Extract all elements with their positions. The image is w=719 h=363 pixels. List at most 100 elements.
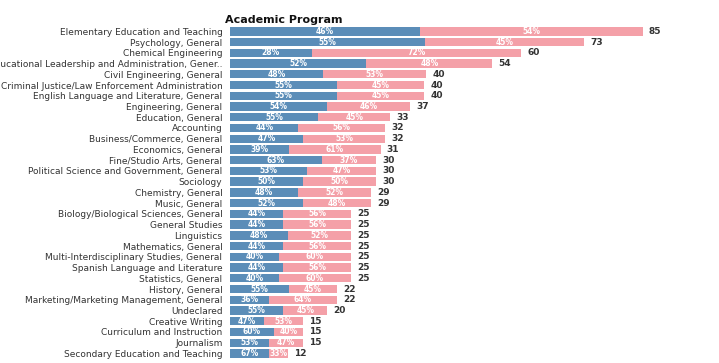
Text: 28%: 28% <box>262 48 280 57</box>
Text: 15: 15 <box>309 317 321 326</box>
Bar <box>324 70 426 78</box>
Bar <box>289 285 337 293</box>
Bar <box>230 81 337 89</box>
Text: 73: 73 <box>590 37 603 46</box>
Bar <box>420 27 643 36</box>
Text: 45%: 45% <box>345 113 363 122</box>
Text: 85: 85 <box>649 27 661 36</box>
Text: 60%: 60% <box>306 252 324 261</box>
Bar <box>283 306 327 315</box>
Text: 29: 29 <box>377 199 390 208</box>
Text: 60: 60 <box>528 48 540 57</box>
Bar <box>230 328 274 336</box>
Bar <box>337 91 424 100</box>
Bar <box>268 295 337 304</box>
Bar <box>230 38 425 46</box>
Bar <box>230 285 289 293</box>
Bar <box>288 231 352 240</box>
Text: 46%: 46% <box>360 102 377 111</box>
Bar <box>230 91 337 100</box>
Text: 12: 12 <box>295 349 307 358</box>
Bar <box>230 220 283 229</box>
Bar <box>230 210 283 218</box>
Text: 36%: 36% <box>240 295 258 304</box>
Bar <box>319 113 390 121</box>
Bar <box>269 339 303 347</box>
Text: 63%: 63% <box>267 156 285 165</box>
Bar <box>367 59 493 68</box>
Bar <box>230 124 298 132</box>
Bar <box>230 113 319 121</box>
Text: 53%: 53% <box>260 166 278 175</box>
Text: 31: 31 <box>387 145 399 154</box>
Text: 56%: 56% <box>333 123 351 132</box>
Text: 47%: 47% <box>332 166 351 175</box>
Text: 44%: 44% <box>248 209 266 219</box>
Text: 25: 25 <box>357 231 370 240</box>
Text: 39%: 39% <box>250 145 268 154</box>
Text: 61%: 61% <box>326 145 344 154</box>
Text: 55%: 55% <box>250 285 268 294</box>
Bar <box>230 306 283 315</box>
Text: 53%: 53% <box>335 134 353 143</box>
Text: 67%: 67% <box>240 349 259 358</box>
Bar <box>230 274 279 282</box>
Text: 55%: 55% <box>319 37 336 46</box>
Bar <box>283 210 352 218</box>
Text: 40%: 40% <box>245 252 263 261</box>
Text: 60%: 60% <box>306 274 324 283</box>
Bar <box>230 135 303 143</box>
Bar <box>230 264 283 272</box>
Text: 15: 15 <box>309 338 321 347</box>
Bar <box>230 156 322 164</box>
Text: 22: 22 <box>343 295 356 304</box>
Text: 53%: 53% <box>240 338 258 347</box>
Text: 25: 25 <box>357 220 370 229</box>
Bar <box>230 242 283 250</box>
Text: 30: 30 <box>382 156 394 165</box>
Bar <box>230 59 367 68</box>
Bar <box>298 124 385 132</box>
Bar <box>230 339 269 347</box>
Text: 44%: 44% <box>248 263 266 272</box>
Text: 53%: 53% <box>275 317 293 326</box>
Text: 25: 25 <box>357 263 370 272</box>
Text: 37: 37 <box>416 102 429 111</box>
Bar <box>327 102 410 111</box>
Text: 40: 40 <box>432 70 445 79</box>
Bar <box>230 178 303 186</box>
Bar <box>283 220 352 229</box>
Bar <box>322 156 376 164</box>
Text: 45%: 45% <box>372 91 390 100</box>
Text: 46%: 46% <box>316 27 334 36</box>
Bar <box>230 199 303 207</box>
Text: 55%: 55% <box>275 91 293 100</box>
Text: 32: 32 <box>392 123 404 132</box>
Bar <box>303 199 371 207</box>
Text: 37%: 37% <box>339 156 358 165</box>
Bar <box>303 178 376 186</box>
Text: 40%: 40% <box>245 274 263 283</box>
Bar <box>298 188 371 197</box>
Text: 50%: 50% <box>257 177 275 186</box>
Text: 55%: 55% <box>265 113 283 122</box>
Text: 22: 22 <box>343 285 356 294</box>
Bar <box>230 231 288 240</box>
Text: 29: 29 <box>377 188 390 197</box>
Text: 55%: 55% <box>275 81 293 90</box>
Text: 72%: 72% <box>408 48 426 57</box>
Text: 56%: 56% <box>308 220 326 229</box>
Text: 53%: 53% <box>366 70 384 79</box>
Text: 47%: 47% <box>277 338 295 347</box>
Text: 25: 25 <box>357 252 370 261</box>
Text: 45%: 45% <box>372 81 390 90</box>
Text: 44%: 44% <box>248 220 266 229</box>
Bar <box>230 317 265 326</box>
Text: 52%: 52% <box>289 59 307 68</box>
Text: 45%: 45% <box>495 37 514 46</box>
Bar <box>283 264 352 272</box>
Text: 47%: 47% <box>238 317 256 326</box>
Text: 48%: 48% <box>267 70 286 79</box>
Text: 60%: 60% <box>243 327 261 337</box>
Bar <box>230 70 324 78</box>
